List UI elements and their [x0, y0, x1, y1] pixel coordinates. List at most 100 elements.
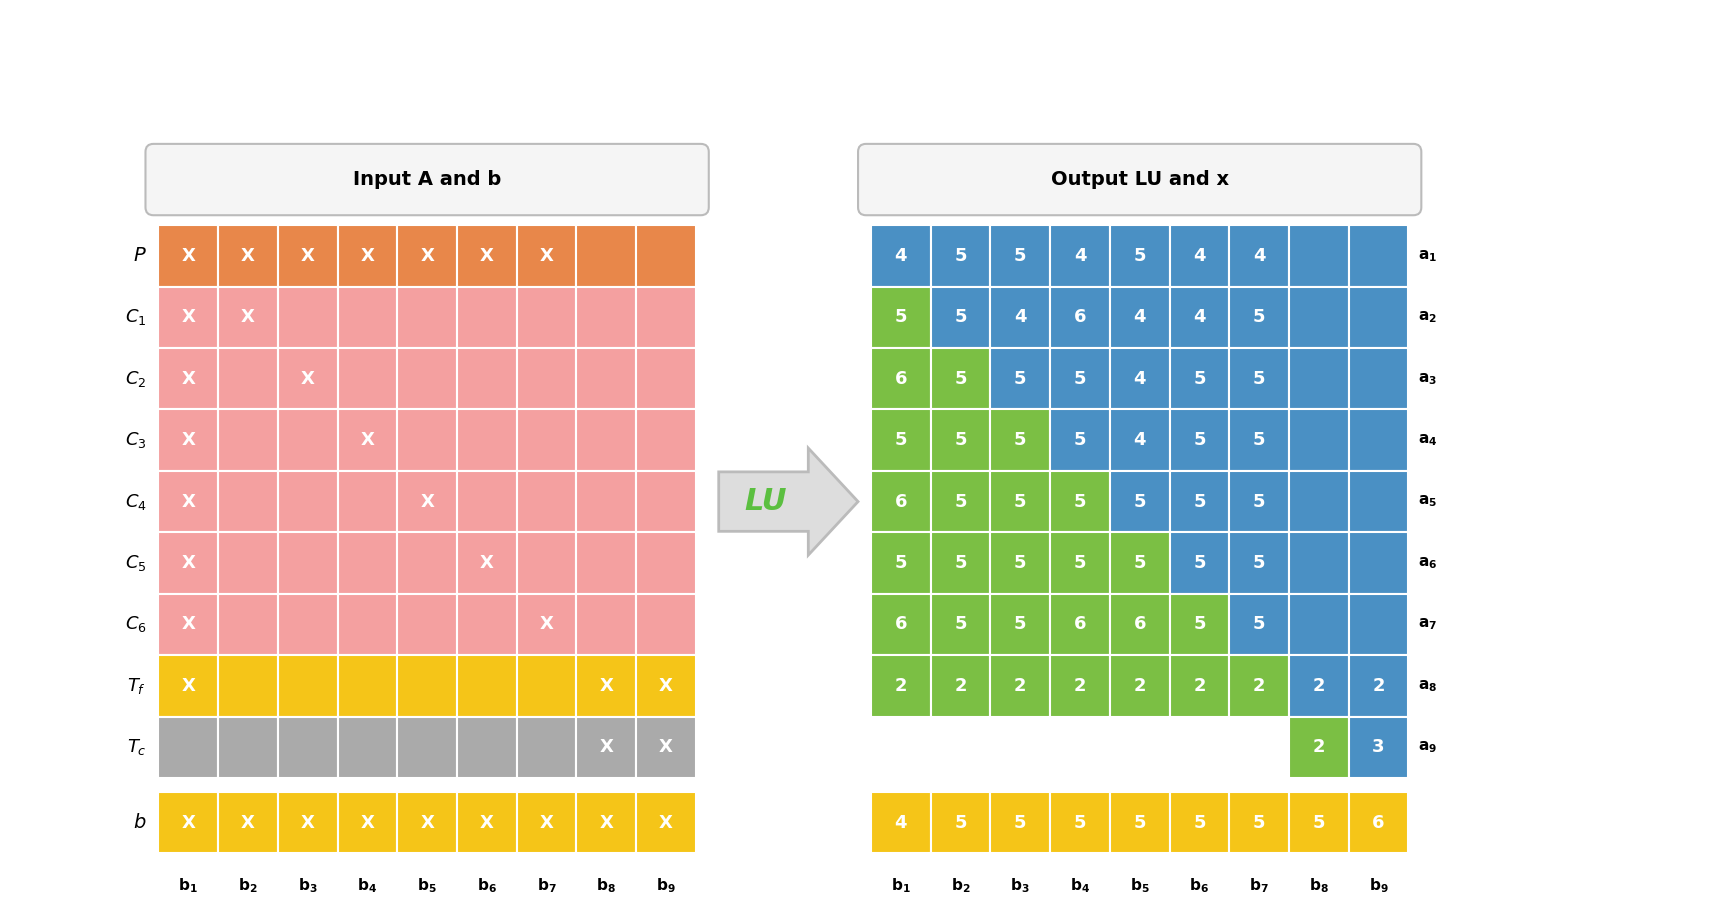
- Bar: [635, 287, 696, 348]
- Text: 6: 6: [1134, 616, 1146, 634]
- Bar: [278, 409, 337, 471]
- Bar: [1288, 287, 1349, 348]
- Text: 4: 4: [1134, 431, 1146, 449]
- Bar: [219, 532, 278, 594]
- Text: $C_{1}$: $C_{1}$: [125, 307, 146, 327]
- Bar: [158, 225, 219, 287]
- Text: 5: 5: [894, 309, 908, 326]
- Bar: [1109, 655, 1170, 716]
- Bar: [158, 655, 219, 716]
- Bar: [219, 792, 278, 854]
- Text: $C_{3}$: $C_{3}$: [125, 431, 146, 450]
- Bar: [398, 594, 457, 655]
- Bar: [991, 409, 1050, 471]
- Bar: [158, 409, 219, 471]
- Bar: [1288, 594, 1349, 655]
- Text: 5: 5: [955, 246, 967, 265]
- Bar: [871, 655, 930, 716]
- Bar: [158, 532, 219, 594]
- Bar: [337, 225, 398, 287]
- Bar: [576, 409, 635, 471]
- Text: $\mathbf{b}$$_\mathbf{2}$: $\mathbf{b}$$_\mathbf{2}$: [238, 877, 257, 896]
- Text: $\mathbf{a}$$_\mathbf{1}$: $\mathbf{a}$$_\mathbf{1}$: [1418, 248, 1437, 264]
- Bar: [1288, 348, 1349, 409]
- Text: 5: 5: [1253, 493, 1266, 510]
- Bar: [1050, 532, 1109, 594]
- Bar: [1170, 655, 1229, 716]
- Text: X: X: [361, 246, 375, 265]
- Text: $\mathbf{b}$$_\mathbf{1}$: $\mathbf{b}$$_\mathbf{1}$: [179, 877, 198, 896]
- Bar: [219, 716, 278, 778]
- Bar: [1229, 532, 1288, 594]
- Bar: [1349, 792, 1408, 854]
- Bar: [517, 287, 576, 348]
- Bar: [1109, 792, 1170, 854]
- Text: X: X: [361, 431, 375, 449]
- Text: 5: 5: [955, 813, 967, 832]
- Bar: [457, 655, 517, 716]
- Bar: [1050, 287, 1109, 348]
- Bar: [219, 348, 278, 409]
- Bar: [337, 287, 398, 348]
- Text: $\mathbf{a}$$_\mathbf{5}$: $\mathbf{a}$$_\mathbf{5}$: [1418, 494, 1437, 509]
- Text: $\mathbf{b}$$_\mathbf{4}$: $\mathbf{b}$$_\mathbf{4}$: [358, 877, 377, 896]
- Text: $\mathbf{b}$$_\mathbf{9}$: $\mathbf{b}$$_\mathbf{9}$: [1368, 877, 1389, 896]
- Bar: [398, 716, 457, 778]
- Bar: [1109, 348, 1170, 409]
- Text: 4: 4: [1193, 246, 1205, 265]
- Text: X: X: [361, 813, 375, 832]
- Text: 6: 6: [894, 616, 908, 634]
- Text: $\mathit{b}$: $\mathit{b}$: [134, 813, 146, 832]
- Text: X: X: [479, 813, 493, 832]
- Bar: [871, 716, 930, 778]
- Bar: [158, 792, 219, 854]
- Text: 5: 5: [1253, 309, 1266, 326]
- Bar: [635, 532, 696, 594]
- Text: 5: 5: [894, 554, 908, 572]
- Text: X: X: [181, 309, 194, 326]
- Text: $\mathbf{a}$$_\mathbf{3}$: $\mathbf{a}$$_\mathbf{3}$: [1418, 371, 1437, 387]
- Text: X: X: [599, 677, 613, 695]
- Text: X: X: [181, 616, 194, 634]
- Bar: [1288, 409, 1349, 471]
- Text: 5: 5: [955, 616, 967, 634]
- Bar: [635, 348, 696, 409]
- Text: X: X: [599, 738, 613, 757]
- Bar: [398, 532, 457, 594]
- Bar: [871, 471, 930, 532]
- Text: 2: 2: [1312, 677, 1325, 695]
- Bar: [991, 716, 1050, 778]
- Text: 5: 5: [1014, 246, 1026, 265]
- Text: 5: 5: [1193, 554, 1205, 572]
- Bar: [1349, 348, 1408, 409]
- Text: Output LU and x: Output LU and x: [1050, 170, 1229, 189]
- Text: $T_{c}$: $T_{c}$: [127, 737, 146, 758]
- Text: 5: 5: [1193, 616, 1205, 634]
- Bar: [1109, 409, 1170, 471]
- Bar: [278, 532, 337, 594]
- Text: 5: 5: [1193, 813, 1205, 832]
- Bar: [1288, 716, 1349, 778]
- Bar: [1050, 409, 1109, 471]
- Text: 3: 3: [1371, 738, 1385, 757]
- Text: X: X: [181, 246, 194, 265]
- Text: $\mathbf{b}$$_\mathbf{2}$: $\mathbf{b}$$_\mathbf{2}$: [951, 877, 970, 896]
- Bar: [1349, 287, 1408, 348]
- Bar: [635, 471, 696, 532]
- Bar: [576, 532, 635, 594]
- Bar: [278, 471, 337, 532]
- Text: 5: 5: [1014, 493, 1026, 510]
- Text: 4: 4: [1253, 246, 1266, 265]
- Text: 6: 6: [1371, 813, 1385, 832]
- Text: X: X: [540, 616, 554, 634]
- Text: $\mathbf{b}$$_\mathbf{8}$: $\mathbf{b}$$_\mathbf{8}$: [1309, 877, 1328, 896]
- Bar: [158, 287, 219, 348]
- Text: $\mathit{P}$: $\mathit{P}$: [132, 246, 146, 266]
- Bar: [278, 716, 337, 778]
- Text: X: X: [181, 370, 194, 387]
- Bar: [398, 409, 457, 471]
- Bar: [337, 348, 398, 409]
- Bar: [991, 532, 1050, 594]
- Bar: [457, 471, 517, 532]
- Text: 5: 5: [894, 431, 908, 449]
